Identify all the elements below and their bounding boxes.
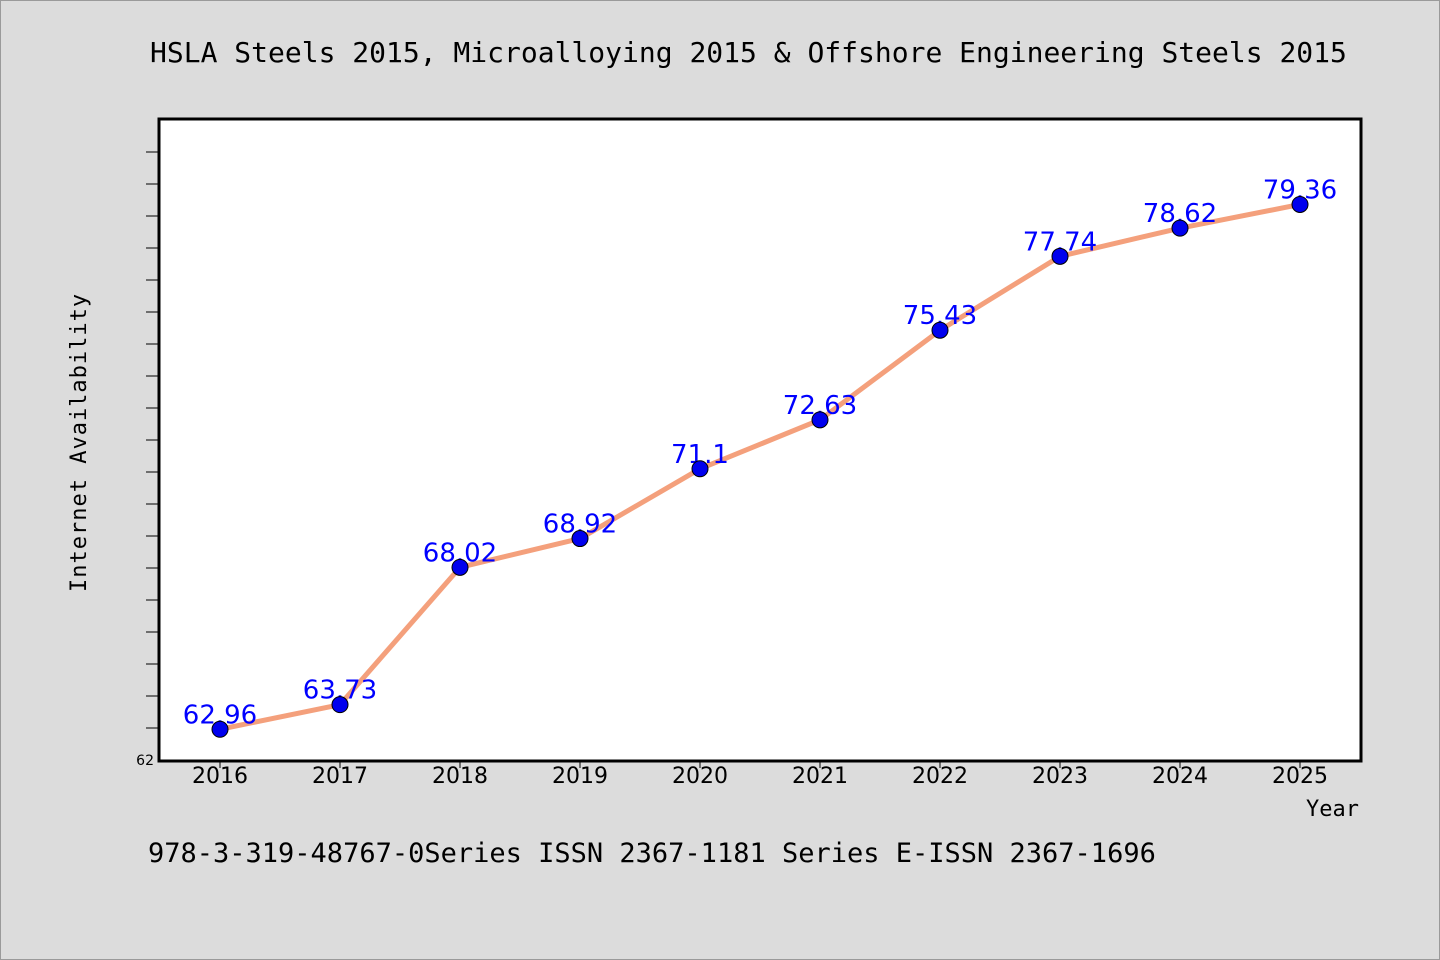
x-tick-label: 2018 xyxy=(432,764,488,789)
x-tick-label: 2019 xyxy=(552,764,608,789)
series-line xyxy=(217,201,1303,732)
x-tick-label: 2021 xyxy=(792,764,848,789)
series-group: 62.9663.7368.0268.9271.172.6375.4377.747… xyxy=(183,175,1337,738)
footer-isbn-issn: 978-3-319-48767-0Series ISSN 2367-1181 S… xyxy=(148,838,1156,869)
chart-title: HSLA Steels 2015, Microalloying 2015 & O… xyxy=(150,36,1347,69)
data-point xyxy=(331,696,349,714)
data-point xyxy=(811,411,829,429)
data-point xyxy=(1171,219,1189,237)
x-tick-label: 2016 xyxy=(192,764,248,789)
data-point xyxy=(211,720,229,738)
y-tick-label: 62 xyxy=(136,753,154,769)
x-tick-label: 2020 xyxy=(672,764,728,789)
data-point xyxy=(451,558,469,576)
plot-area xyxy=(157,117,1363,763)
data-point xyxy=(691,460,709,478)
x-tick-label: 2025 xyxy=(1272,764,1328,789)
x-axis-label: Year xyxy=(1306,797,1359,822)
x-tick-label: 2023 xyxy=(1032,764,1088,789)
data-point xyxy=(571,530,589,548)
x-tick-label: 2017 xyxy=(312,764,368,789)
y-axis-label: Internet Availability xyxy=(67,293,92,592)
data-point xyxy=(1291,195,1309,213)
x-axis-ticks: 2016 2017 2018 2019 2020 2021 2022 2023 2024 2025 xyxy=(192,761,1328,789)
x-tick-label: 2022 xyxy=(912,764,968,789)
data-point xyxy=(1051,247,1069,265)
data-point xyxy=(931,321,949,339)
y-axis-ticks: 62 xyxy=(136,151,159,769)
x-tick-label: 2024 xyxy=(1152,764,1208,789)
